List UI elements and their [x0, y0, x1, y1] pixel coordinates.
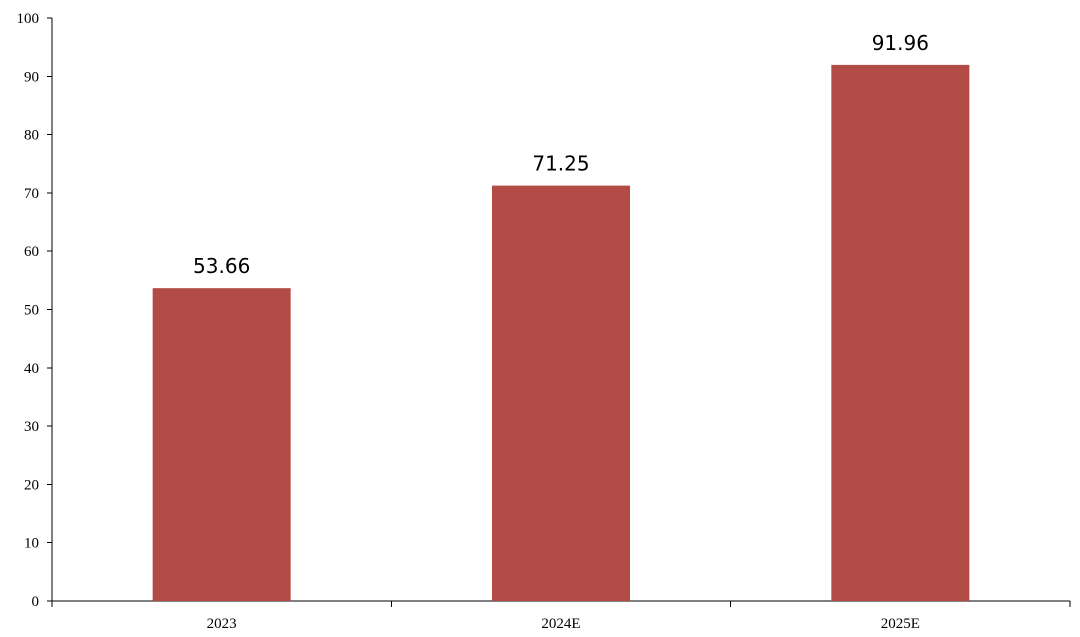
- y-tick-label: 90: [24, 69, 39, 85]
- data-labels: 53.66 71.25 91.96: [193, 31, 929, 278]
- y-tick-label: 40: [24, 361, 39, 377]
- x-tick-label-2024E: 2024E: [541, 616, 580, 632]
- y-axis: 0 10 20 30 40 50 60 70 80 90 100: [17, 11, 53, 610]
- y-tick-label: 70: [24, 186, 39, 202]
- y-tick-label: 60: [24, 244, 39, 260]
- y-tick-label: 100: [17, 11, 40, 27]
- x-axis: 2023 2024E 2025E: [51, 600, 1071, 632]
- x-tick-label-2023: 2023: [207, 616, 237, 632]
- y-tick-label: 20: [24, 477, 39, 493]
- y-tick-label: 80: [24, 128, 39, 144]
- data-label-2024E: 71.25: [532, 152, 589, 176]
- bar-2025E: [831, 64, 970, 602]
- y-tick-label: 30: [24, 419, 39, 435]
- data-label-2023: 53.66: [193, 254, 250, 278]
- y-tick-label: 10: [24, 536, 39, 552]
- x-tick-label-2025E: 2025E: [881, 616, 920, 632]
- data-label-2025E: 91.96: [872, 31, 929, 55]
- bars: [152, 64, 970, 602]
- bar-2024E: [492, 185, 630, 602]
- bar-2023: [152, 288, 291, 601]
- y-tick-label: 0: [32, 594, 40, 610]
- y-tick-label: 50: [24, 303, 39, 319]
